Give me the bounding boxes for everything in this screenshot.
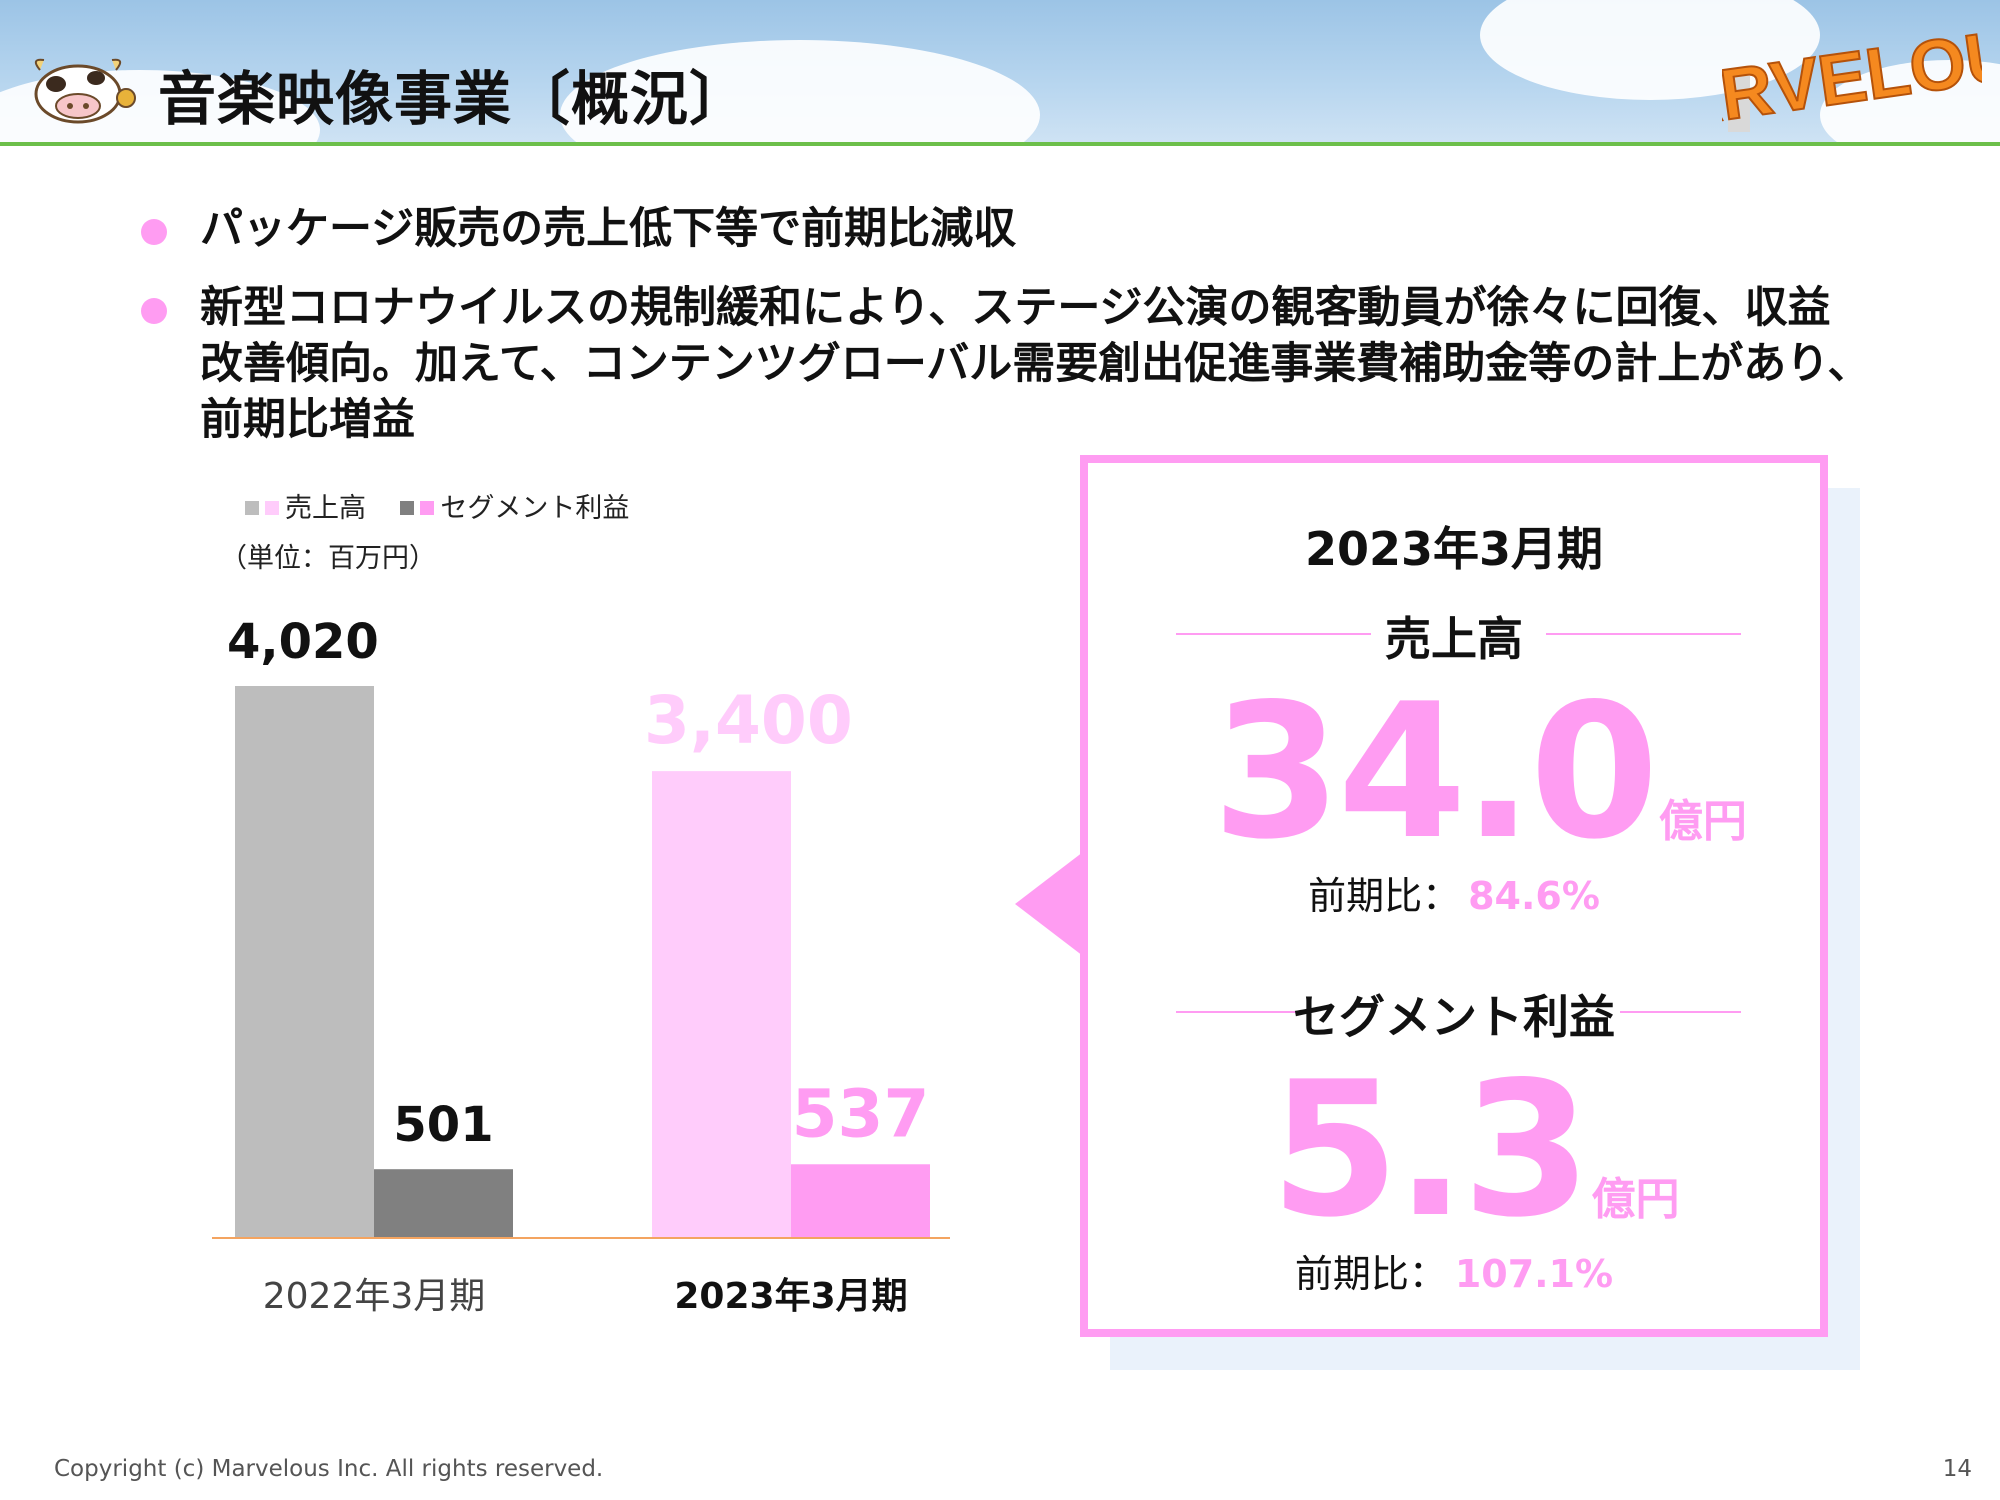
summary-sales-value: 34.0億円 bbox=[1212, 663, 1747, 880]
bar-profit-2 bbox=[791, 1164, 930, 1238]
profit-ratio-label: 前期比： bbox=[1294, 1252, 1447, 1296]
category-label-2: 2023年3月期 bbox=[674, 1276, 907, 1317]
summary-sales-number: 34.0 bbox=[1212, 663, 1659, 880]
summary-profit-number: 5.3 bbox=[1270, 1041, 1591, 1258]
bullet-2-line-2: 改善傾向。加えて、コンテンツグローバル需要創出促進事業費補助金等の計上があり、 bbox=[200, 339, 1871, 389]
copyright: Copyright (c) Marvelous Inc. All rights … bbox=[54, 1456, 604, 1482]
bullet-dot bbox=[141, 298, 167, 324]
header-rule bbox=[0, 142, 2000, 146]
profit-ratio-value: 107.1% bbox=[1454, 1252, 1614, 1296]
legend-swatch-profit-2023 bbox=[420, 501, 435, 515]
cow-mascot-icon bbox=[34, 58, 136, 124]
bar-sales-2 bbox=[652, 771, 791, 1238]
sales-ratio-value: 84.6% bbox=[1468, 874, 1600, 918]
summary-profit-unit: 億円 bbox=[1591, 1174, 1680, 1225]
summary-sales-label: 売上高 bbox=[1385, 612, 1523, 666]
legend-label-profit: セグメント利益 bbox=[440, 493, 630, 524]
legend-swatch-profit-2022 bbox=[400, 501, 415, 515]
divider-line bbox=[1176, 633, 1371, 635]
bar-sales-1 bbox=[235, 686, 374, 1238]
bar-chart: 4,020 501 2022年3月期 3,400 537 2023年3月期 bbox=[212, 614, 950, 1317]
legend-swatch-sales-2023 bbox=[265, 501, 279, 515]
summary-profit-value: 5.3億円 bbox=[1270, 1041, 1680, 1258]
bullet-2: 新型コロナウイルスの規制緩和により、ステージ公演の観客動員が徐々に回復、収益 改… bbox=[200, 280, 1871, 448]
summary-profit-ratio: 前期比： 107.1% bbox=[1088, 1243, 1820, 1298]
bullet-1: パッケージ販売の売上低下等で前期比減収 bbox=[200, 201, 1016, 257]
data-label-profit-1: 501 bbox=[393, 1097, 493, 1153]
summary-profit-label: セグメント利益 bbox=[1293, 990, 1615, 1044]
summary-sales-unit: 億円 bbox=[1658, 796, 1747, 847]
divider-line bbox=[1176, 1011, 1298, 1013]
bullet-1-line-1: パッケージ販売の売上低下等で前期比減収 bbox=[200, 204, 1017, 254]
data-label-sales-1: 4,020 bbox=[227, 614, 379, 670]
bar-profit-1 bbox=[374, 1169, 513, 1238]
sales-ratio-label: 前期比： bbox=[1308, 874, 1461, 918]
bullet-dot bbox=[141, 219, 167, 245]
data-label-sales-2: 3,400 bbox=[644, 682, 853, 759]
bullet-2-line-1: 新型コロナウイルスの規制緩和により、ステージ公演の観客動員が徐々に回復、収益 bbox=[200, 283, 1831, 333]
data-label-profit-2: 537 bbox=[792, 1075, 930, 1152]
legend-swatch-sales-2022 bbox=[245, 501, 259, 515]
divider-line bbox=[1620, 1011, 1741, 1013]
marvelous-logo: MARVELOUS! bbox=[1722, 14, 1982, 134]
cloud-decoration bbox=[1480, 0, 1820, 100]
chart-legend: 売上高 セグメント利益 bbox=[245, 486, 629, 525]
page-title: 音楽映像事業〔概況〕 bbox=[158, 65, 749, 133]
unit-label: （単位：百万円） bbox=[220, 543, 436, 574]
summary-period: 2023年3月期 bbox=[1304, 522, 1604, 576]
category-label-1: 2022年3月期 bbox=[263, 1276, 486, 1317]
page-number: 14 bbox=[1942, 1456, 1972, 1482]
summary-card: 2023年3月期 売上高 34.0億円 前期比： 84.6% セグメント利益 5.… bbox=[1080, 455, 1828, 1337]
logo-text: MARVELOUS! bbox=[1722, 14, 1982, 134]
summary-sales-ratio: 前期比： 84.6% bbox=[1088, 865, 1820, 920]
bullet-2-line-3: 前期比増益 bbox=[200, 395, 415, 445]
legend-label-sales: 売上高 bbox=[285, 493, 366, 524]
card-pointer bbox=[1015, 852, 1083, 956]
divider-line bbox=[1546, 633, 1741, 635]
header-banner bbox=[0, 0, 2000, 144]
